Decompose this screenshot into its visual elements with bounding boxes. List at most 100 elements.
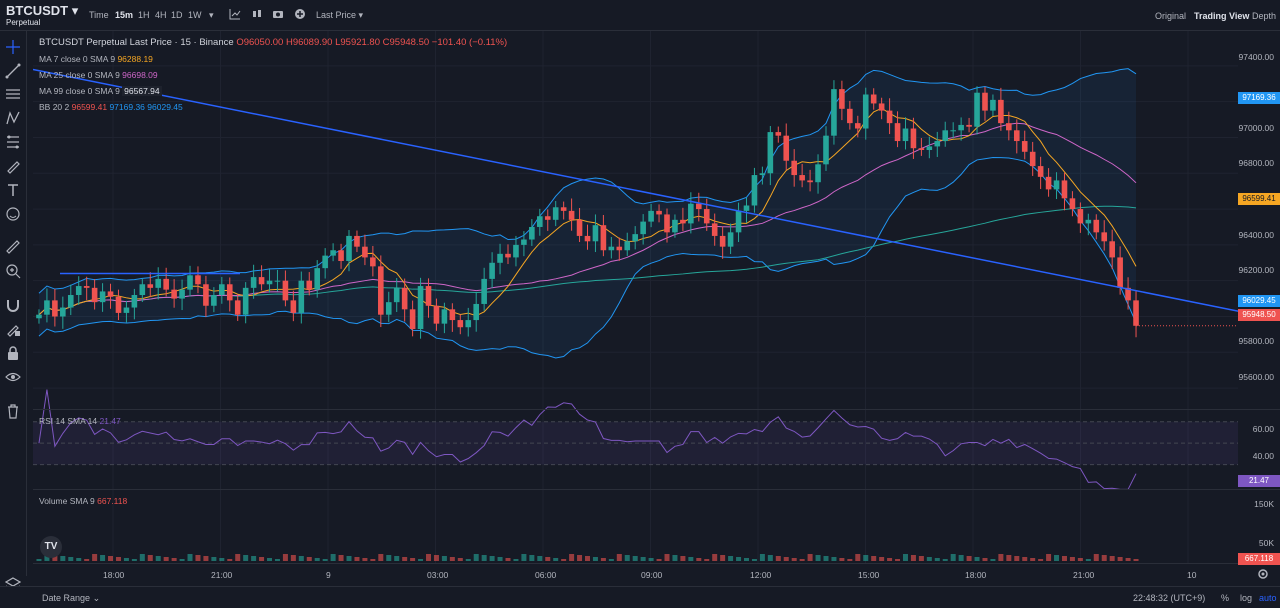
volume-bar: [115, 557, 121, 561]
candle: [1117, 257, 1123, 288]
tab-1d[interactable]: 1D: [171, 10, 183, 20]
date-range-button[interactable]: Date Range ⌄: [42, 593, 101, 603]
candle: [759, 173, 766, 176]
price-source-dropdown[interactable]: Last Price ▾: [316, 10, 364, 20]
legend-open: O96050.00: [236, 37, 284, 48]
volume-bar: [616, 554, 622, 561]
volume-bar: [759, 554, 765, 561]
lock-icon[interactable]: [5, 345, 21, 361]
volume-bar: [815, 555, 821, 561]
volume-pane-divider[interactable]: [33, 489, 1280, 490]
lock-drawing-icon[interactable]: [5, 321, 21, 337]
volume-bar: [998, 554, 1004, 561]
ma7-legend[interactable]: MA 7 close 0 SMA 9 96288.19: [39, 54, 153, 64]
log-toggle[interactable]: log: [1240, 593, 1253, 603]
candle: [974, 92, 980, 127]
volume-bar: [696, 558, 702, 561]
time-axis[interactable]: 18:00 21:00 9 03:00 06:00 09:00 12:00 15…: [33, 563, 1238, 584]
candle: [1045, 176, 1052, 190]
candle: [552, 207, 559, 220]
bollinger-lower-line: [38, 157, 1137, 359]
candle: [982, 92, 988, 111]
tab-4h[interactable]: 4H: [155, 10, 167, 20]
volume-bar: [131, 559, 137, 561]
brush-icon[interactable]: [5, 158, 21, 174]
ma99-legend[interactable]: MA 99 close 0 SMA 9 96567.94: [39, 86, 162, 96]
volume-bar: [426, 554, 432, 561]
price-axis[interactable]: 97400.00 97000.00 96800.00 96400.00 9620…: [1238, 31, 1280, 565]
volume-bar: [449, 557, 455, 561]
candle: [648, 210, 654, 222]
trash-icon[interactable]: [5, 403, 21, 419]
volume-bar: [123, 558, 129, 561]
volume-bar: [656, 559, 662, 561]
volume-bar: [1069, 557, 1075, 561]
candle: [91, 287, 98, 303]
volume-bar: [577, 555, 583, 561]
volume-bar: [855, 554, 861, 561]
time-label: 15:00: [858, 570, 880, 580]
volume-tag: 667.118: [1238, 553, 1280, 565]
candle: [600, 225, 607, 251]
volume-bar: [163, 557, 169, 561]
rsi-legend[interactable]: RSI 14 SMA 14 21.47: [39, 416, 121, 426]
timeframe-dropdown-icon[interactable]: ▾: [209, 10, 214, 20]
price-label: 95800.00: [1238, 336, 1274, 346]
volume-bar: [990, 559, 996, 561]
volume-bar: [418, 559, 424, 561]
bb-legend[interactable]: BB 20 2 96599.41 97169.36 96029.45: [39, 102, 183, 112]
fib-icon[interactable]: [5, 134, 21, 150]
settings-icon[interactable]: [1257, 568, 1269, 580]
symbol-selector[interactable]: BTCUSDT ▾: [6, 3, 79, 18]
tab-1h[interactable]: 1H: [138, 10, 150, 20]
auto-toggle[interactable]: auto: [1259, 593, 1277, 603]
rsi-pane-divider[interactable]: [33, 409, 1280, 410]
chart-type-icon[interactable]: [251, 8, 263, 20]
volume-bar: [187, 554, 193, 561]
candle: [282, 280, 289, 301]
tab-1w[interactable]: 1W: [188, 10, 202, 20]
horizontal-lines-icon[interactable]: [5, 86, 21, 102]
candle: [934, 141, 941, 147]
volume-bar: [100, 555, 106, 561]
candle: [155, 278, 162, 288]
add-icon[interactable]: [294, 8, 306, 20]
volume-bar: [982, 558, 988, 561]
tab-depth[interactable]: Depth: [1252, 11, 1277, 21]
candle: [274, 280, 281, 282]
tab-trading-view[interactable]: Trading View: [1194, 11, 1250, 21]
ma25-legend[interactable]: MA 25 close 0 SMA 9 96698.09: [39, 70, 158, 80]
candle: [385, 302, 392, 315]
legend-title: BTCUSDT Perpetual Last Price · 15 · Bina…: [39, 37, 234, 48]
volume-bar: [879, 557, 885, 561]
time-label: 10: [1187, 570, 1197, 580]
magnet-icon[interactable]: [5, 297, 21, 313]
tab-original[interactable]: Original: [1155, 11, 1187, 21]
last-price-tag: 95948.50: [1238, 309, 1280, 321]
candle: [918, 148, 925, 150]
emoji-icon[interactable]: [5, 206, 21, 222]
volume-bar: [1101, 555, 1107, 561]
clock[interactable]: 22:48:32 (UTC+9): [1133, 593, 1206, 603]
candle: [250, 277, 257, 288]
tab-15m[interactable]: 15m: [115, 10, 134, 20]
ruler-icon[interactable]: [5, 239, 21, 255]
candle: [584, 235, 591, 242]
volume-bar: [52, 555, 58, 561]
camera-icon[interactable]: [272, 8, 284, 20]
candle: [330, 250, 336, 256]
price-chart[interactable]: [33, 31, 1238, 563]
eye-icon[interactable]: [5, 369, 21, 385]
candle: [1101, 232, 1108, 242]
tradingview-logo[interactable]: TV: [40, 536, 62, 558]
zoom-icon[interactable]: [5, 263, 21, 279]
crosshair-icon[interactable]: [5, 39, 21, 55]
trendline-icon[interactable]: [5, 63, 21, 79]
tab-time[interactable]: Time: [89, 10, 109, 20]
indicators-icon[interactable]: [229, 8, 241, 20]
pattern-icon[interactable]: [5, 110, 21, 126]
volume-bar: [433, 555, 439, 561]
percent-toggle[interactable]: %: [1221, 593, 1230, 603]
volume-legend[interactable]: Volume SMA 9 667.118: [39, 496, 128, 506]
text-icon[interactable]: [5, 182, 21, 198]
